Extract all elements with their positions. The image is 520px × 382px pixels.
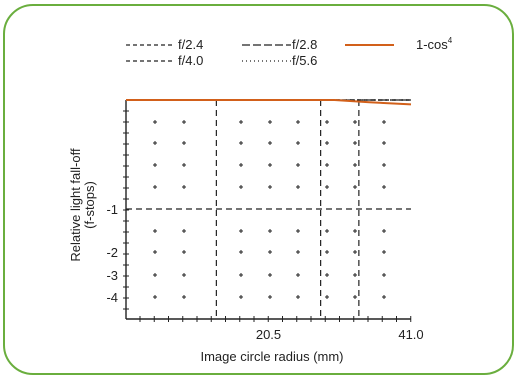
grid-plus-5-3 — [325, 185, 329, 189]
grid-plus-6-7 — [353, 295, 357, 299]
plot-axes — [123, 100, 412, 322]
grid-plus-4-4 — [296, 229, 300, 233]
grid-plus-1-4 — [182, 229, 186, 233]
grid-plus-2-5 — [239, 250, 243, 254]
grid-plus-7-7 — [382, 295, 386, 299]
tick-labels: -1 -2 -3 -4 20.5 41.0 — [106, 202, 423, 342]
grid-plus-6-0 — [353, 120, 357, 124]
grid-plus-2-2 — [239, 163, 243, 167]
grid-plus-6-2 — [353, 163, 357, 167]
grid-plus-3-1 — [268, 141, 272, 145]
grid-plus-7-6 — [382, 273, 386, 277]
legend: f/2.4 f/2.8 1-cos4 f/4.0 f/5.6 — [126, 36, 453, 68]
grid-plus-1-7 — [182, 295, 186, 299]
y-axis-label: Relative light fall-off(f-stops) — [68, 148, 97, 262]
grid-plus-7-3 — [382, 185, 386, 189]
grid-plus-5-6 — [325, 273, 329, 277]
legend-label-text-1: f/2.8 — [292, 37, 317, 52]
grid-plus-0-2 — [153, 163, 157, 167]
grid-plus-0-0 — [153, 120, 157, 124]
plot-series — [126, 99, 412, 106]
grid-plus-2-4 — [239, 229, 243, 233]
chart-frame — [3, 4, 514, 375]
grid-plus-5-0 — [325, 120, 329, 124]
y-axis-label-line-0: Relative light fall-off — [68, 148, 83, 262]
y-tick-label-0: -1 — [106, 202, 118, 217]
series-line-4 — [126, 99, 412, 106]
grid-plus-6-4 — [353, 229, 357, 233]
grid-plus-1-2 — [182, 163, 186, 167]
plot-grid — [126, 100, 411, 319]
grid-plus-3-7 — [268, 295, 272, 299]
grid-plus-4-0 — [296, 120, 300, 124]
grid-plus-4-6 — [296, 273, 300, 277]
grid-plus-5-4 — [325, 229, 329, 233]
grid-plus-1-3 — [182, 185, 186, 189]
x-tick-label-0: 20.5 — [256, 327, 281, 342]
grid-plus-6-3 — [353, 185, 357, 189]
grid-plus-2-3 — [239, 185, 243, 189]
grid-plus-3-3 — [268, 185, 272, 189]
grid-plus-1-6 — [182, 273, 186, 277]
grid-plus-7-4 — [382, 229, 386, 233]
grid-plus-7-1 — [382, 141, 386, 145]
legend-label-sup-2: 4 — [448, 36, 453, 45]
legend-label-3: f/4.0 — [178, 53, 203, 68]
grid-plus-5-5 — [325, 250, 329, 254]
grid-plus-1-5 — [182, 250, 186, 254]
legend-label-4: f/5.6 — [292, 53, 317, 68]
y-tick-label-1: -2 — [106, 245, 118, 260]
grid-plus-6-1 — [353, 141, 357, 145]
grid-plus-2-1 — [239, 141, 243, 145]
grid-plus-3-6 — [268, 273, 272, 277]
legend-label-text-4: f/5.6 — [292, 53, 317, 68]
grid-plus-3-2 — [268, 163, 272, 167]
grid-plus-2-0 — [239, 120, 243, 124]
grid-plus-6-6 — [353, 273, 357, 277]
legend-label-text-3: f/4.0 — [178, 53, 203, 68]
grid-plus-6-5 — [353, 250, 357, 254]
grid-plus-3-5 — [268, 250, 272, 254]
grid-plus-0-6 — [153, 273, 157, 277]
y-tick-label-2: -3 — [106, 268, 118, 283]
x-tick-label-1: 41.0 — [398, 327, 423, 342]
grid-plus-0-3 — [153, 185, 157, 189]
legend-label-text-0: f/2.4 — [178, 37, 203, 52]
legend-label-1: f/2.8 — [292, 37, 317, 52]
grid-plus-5-1 — [325, 141, 329, 145]
grid-plus-5-7 — [325, 295, 329, 299]
grid-plus-4-7 — [296, 295, 300, 299]
legend-label-text-2: 1-cos — [416, 37, 448, 52]
y-tick-label-3: -4 — [106, 290, 118, 305]
x-axis-label: Image circle radius (mm) — [200, 349, 343, 364]
grid-plus-1-1 — [182, 141, 186, 145]
grid-plus-0-5 — [153, 250, 157, 254]
grid-plus-4-2 — [296, 163, 300, 167]
grid-plus-4-1 — [296, 141, 300, 145]
grid-plus-0-4 — [153, 229, 157, 233]
legend-label-2: 1-cos4 — [416, 36, 453, 52]
grid-plus-0-1 — [153, 141, 157, 145]
grid-plus-3-4 — [268, 229, 272, 233]
y-axis-label-line-1: (f-stops) — [82, 181, 97, 229]
legend-label-0: f/2.4 — [178, 37, 203, 52]
grid-plus-2-7 — [239, 295, 243, 299]
grid-plus-7-0 — [382, 120, 386, 124]
grid-plus-1-0 — [182, 120, 186, 124]
grid-plus-4-3 — [296, 185, 300, 189]
grid-plus-7-5 — [382, 250, 386, 254]
grid-plus-4-5 — [296, 250, 300, 254]
grid-plus-3-0 — [268, 120, 272, 124]
grid-plus-2-6 — [239, 273, 243, 277]
grid-plus-5-2 — [325, 163, 329, 167]
grid-plus-0-7 — [153, 295, 157, 299]
grid-plus-7-2 — [382, 163, 386, 167]
